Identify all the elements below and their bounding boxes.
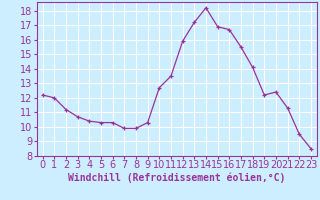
X-axis label: Windchill (Refroidissement éolien,°C): Windchill (Refroidissement éolien,°C) <box>68 173 285 183</box>
